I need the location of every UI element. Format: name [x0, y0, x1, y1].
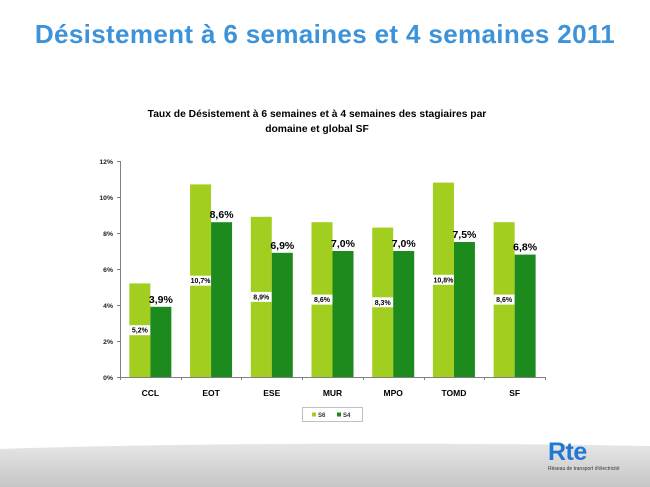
- bar-chart: Taux de Désistement à 6 semaines et à 4 …: [99, 109, 546, 422]
- y-tick-label: 8%: [103, 231, 113, 238]
- category-label-sf: SF: [509, 388, 520, 398]
- data-label-s6-mur: 8,6%: [314, 297, 331, 304]
- y-tick-label: 0%: [103, 375, 113, 382]
- logo-wordmark: Rte: [548, 438, 587, 466]
- legend-label-s4: S4: [343, 413, 351, 419]
- data-label-s4-ese: 6,9%: [270, 240, 295, 252]
- data-label-box-s6-ccl: [129, 325, 151, 336]
- data-label-s4-mur: 7,0%: [331, 238, 356, 250]
- bar-s4-mur: [332, 251, 354, 377]
- data-label-s6-tomd: 10,8%: [433, 277, 454, 284]
- data-label-box-s6-mpo: [372, 297, 394, 308]
- legend-swatch-s4: [337, 412, 341, 417]
- data-label-s6-mpo: 8,3%: [375, 300, 392, 307]
- category-label-tomd: TOMD: [441, 388, 466, 398]
- y-tick-label: 6%: [103, 267, 113, 274]
- legend-swatch-s6: [312, 412, 316, 417]
- data-label-s4-eot: 8,6%: [210, 209, 235, 221]
- category-label-eot: EOT: [202, 388, 220, 398]
- legend-box: [302, 407, 363, 422]
- footer-wave: [0, 443, 650, 487]
- bar-s4-ccl: [150, 306, 172, 377]
- legend-label-s6: S6: [318, 413, 326, 419]
- data-label-box-s6-tomd: [431, 274, 456, 285]
- data-label-s6-ccl: 5,2%: [132, 328, 149, 335]
- logo-tagline: Réseau de transport d'électricité: [548, 466, 620, 472]
- data-label-s4-ccl: 3,9%: [149, 294, 174, 306]
- bar-s4-mpo: [393, 251, 415, 377]
- category-label-ccl: CCL: [142, 388, 159, 398]
- footer-band: [0, 443, 650, 487]
- y-tick-label: 4%: [103, 303, 113, 310]
- y-tick-label: 2%: [103, 339, 113, 346]
- rte-logo: Rte Réseau de transport d'électricité: [546, 439, 642, 479]
- data-label-s6-sf: 8,6%: [496, 297, 513, 304]
- slide-title: Désistement à 6 semaines et 4 semaines 2…: [34, 19, 616, 49]
- data-label-s4-sf: 6,8%: [513, 242, 538, 254]
- category-label-mpo: MPO: [384, 388, 404, 398]
- y-tick-label: 10%: [99, 195, 113, 202]
- data-label-box-s6-eot: [188, 275, 213, 286]
- bar-s4-eot: [211, 222, 233, 377]
- bar-s4-ese: [271, 252, 293, 377]
- chart-title-line-1: Taux de Désistement à 6 semaines et à 4 …: [148, 109, 487, 120]
- chart-title-line-2: domaine et global SF: [265, 124, 369, 135]
- data-label-box-s6-mur: [311, 294, 333, 305]
- data-label-s4-tomd: 7,5%: [452, 229, 477, 241]
- data-label-s6-ese: 8,9%: [253, 294, 270, 301]
- data-label-box-s6-ese: [250, 291, 272, 302]
- data-label-s4-mpo: 7,0%: [392, 238, 417, 250]
- bar-s4-tomd: [453, 242, 475, 377]
- bar-s4-sf: [514, 254, 536, 377]
- y-tick-label: 12%: [99, 159, 113, 166]
- data-label-s6-eot: 10,7%: [191, 278, 212, 285]
- category-label-ese: ESE: [263, 388, 280, 398]
- category-label-mur: MUR: [323, 388, 342, 398]
- data-label-box-s6-sf: [493, 294, 515, 305]
